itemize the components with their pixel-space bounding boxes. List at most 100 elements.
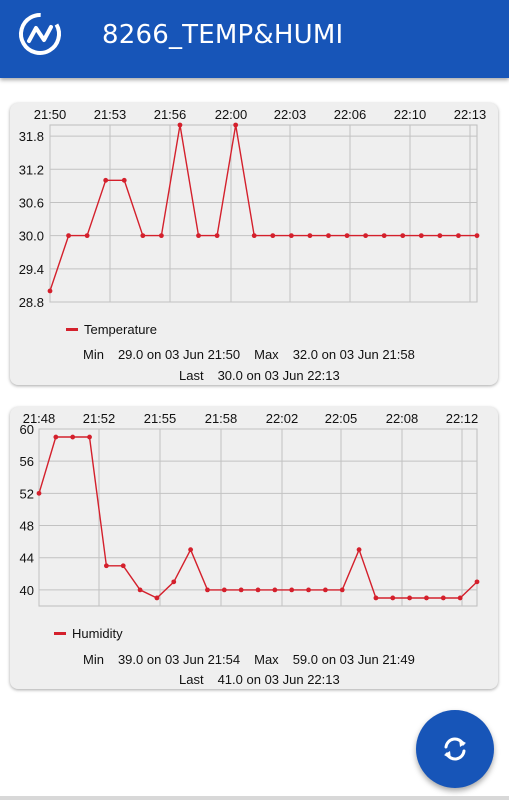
data-point bbox=[233, 122, 239, 128]
refresh-button[interactable] bbox=[416, 710, 494, 788]
y-tick-label: 31.2 bbox=[19, 162, 44, 177]
plot-frame bbox=[38, 428, 478, 607]
data-point bbox=[205, 587, 210, 593]
x-tick-label: 22:02 bbox=[266, 411, 299, 426]
last-label: Last bbox=[179, 368, 204, 383]
temperature-legend: Temperature bbox=[66, 322, 157, 337]
legend-label: Humidity bbox=[72, 626, 123, 641]
humidity-card: 40 44 48 52 56 60 21:48 21:52 21:55 21:58 22:02 22:… bbox=[10, 407, 498, 689]
data-point bbox=[306, 587, 311, 593]
data-point bbox=[103, 177, 109, 183]
data-point bbox=[418, 233, 424, 239]
data-point bbox=[177, 122, 183, 128]
data-point bbox=[120, 563, 126, 569]
data-point bbox=[437, 233, 443, 239]
x-tick-label: 21:58 bbox=[205, 411, 238, 426]
max-value: 32.0 on 03 Jun 21:58 bbox=[292, 347, 415, 362]
y-tick-label: 30.6 bbox=[19, 195, 44, 210]
data-point bbox=[214, 233, 220, 239]
humidity-legend: Humidity bbox=[54, 626, 123, 641]
data-point bbox=[196, 233, 201, 239]
humidity-last: Last 41.0 on 03 Jun 22:13 bbox=[179, 672, 340, 687]
y-tick-label: 44 bbox=[20, 551, 34, 566]
data-point bbox=[238, 587, 244, 593]
data-point bbox=[270, 233, 276, 239]
x-tick-label: 21:53 bbox=[94, 107, 127, 122]
data-point bbox=[36, 490, 42, 496]
data-point bbox=[456, 233, 461, 239]
data-point bbox=[154, 595, 160, 601]
x-tick-label: 21:50 bbox=[34, 107, 67, 122]
data-point bbox=[221, 587, 227, 593]
series-line bbox=[49, 124, 477, 292]
data-point bbox=[339, 587, 345, 593]
data-point bbox=[363, 233, 369, 239]
data-point bbox=[272, 587, 278, 593]
data-point bbox=[137, 587, 143, 593]
min-label: Min bbox=[83, 347, 104, 362]
temperature-card: 28.8 29.4 30.0 30.6 31.2 31.8 21:50 21:53 21:56 2… bbox=[10, 103, 498, 385]
legend-swatch bbox=[66, 328, 78, 332]
x-tick-label: 21:52 bbox=[83, 411, 116, 426]
y-tick-label: 31.8 bbox=[19, 129, 44, 144]
x-tick-label: 21:56 bbox=[154, 107, 187, 122]
data-point bbox=[326, 233, 331, 239]
data-point bbox=[53, 434, 59, 440]
data-point bbox=[47, 288, 53, 294]
x-tick-label: 21:55 bbox=[144, 411, 177, 426]
temperature-last: Last 30.0 on 03 Jun 22:13 bbox=[179, 368, 340, 383]
data-point bbox=[373, 595, 379, 601]
data-point bbox=[390, 595, 396, 601]
x-tick-label: 21:48 bbox=[23, 411, 56, 426]
data-point bbox=[322, 587, 328, 593]
temperature-chart[interactable]: 28.8 29.4 30.0 30.6 31.2 31.8 21:50 21:53 21:56 2… bbox=[10, 103, 498, 385]
x-tick-label: 22:13 bbox=[454, 107, 487, 122]
last-value: 30.0 on 03 Jun 22:13 bbox=[217, 368, 340, 383]
x-tick-label: 22:08 bbox=[386, 411, 419, 426]
min-label: Min bbox=[83, 652, 104, 667]
bottom-divider bbox=[0, 796, 509, 800]
y-tick-label: 40 bbox=[20, 583, 34, 598]
app-bar: 8266_TEMP&HUMI bbox=[0, 0, 509, 78]
data-point bbox=[424, 595, 429, 601]
legend-swatch bbox=[54, 632, 66, 636]
x-tick-label: 22:06 bbox=[334, 107, 367, 122]
data-point bbox=[158, 233, 164, 239]
data-point bbox=[251, 233, 257, 239]
min-value: 39.0 on 03 Jun 21:54 bbox=[117, 652, 241, 667]
last-label: Last bbox=[179, 672, 204, 687]
activity-circle-icon bbox=[18, 12, 61, 55]
x-tick-label: 22:03 bbox=[274, 107, 307, 122]
y-tick-label: 56 bbox=[20, 454, 34, 469]
data-point bbox=[289, 587, 295, 593]
data-point bbox=[288, 233, 294, 239]
data-point bbox=[344, 233, 350, 239]
data-point bbox=[440, 595, 446, 601]
data-point bbox=[70, 434, 76, 440]
data-point bbox=[474, 233, 480, 239]
legend-label: Temperature bbox=[84, 322, 157, 337]
y-tick-label: 52 bbox=[20, 486, 34, 501]
max-label: Max bbox=[254, 652, 279, 667]
min-value: 29.0 on 03 Jun 21:50 bbox=[117, 347, 241, 362]
plot-frame bbox=[49, 124, 478, 303]
humidity-min-max: Min 39.0 on 03 Jun 21:54 Max 59.0 on 03 Jun… bbox=[83, 652, 415, 667]
data-point bbox=[474, 579, 480, 585]
y-tick-label: 29.4 bbox=[19, 262, 44, 277]
data-point bbox=[381, 233, 387, 239]
last-value: 41.0 on 03 Jun 22:13 bbox=[217, 672, 340, 687]
y-tick-label: 48 bbox=[20, 519, 34, 534]
y-tick-label: 28.8 bbox=[19, 295, 44, 310]
y-tick-label: 30.0 bbox=[19, 229, 44, 244]
data-point bbox=[121, 177, 127, 183]
data-point bbox=[87, 434, 92, 440]
sync-icon bbox=[444, 737, 466, 761]
data-point bbox=[188, 547, 194, 553]
data-point bbox=[103, 563, 109, 569]
x-tick-label: 22:00 bbox=[215, 107, 248, 122]
page-title: 8266_TEMP&HUMI bbox=[102, 20, 344, 50]
x-tick-label: 22:12 bbox=[446, 411, 479, 426]
data-point bbox=[255, 587, 261, 593]
data-point bbox=[307, 233, 313, 239]
